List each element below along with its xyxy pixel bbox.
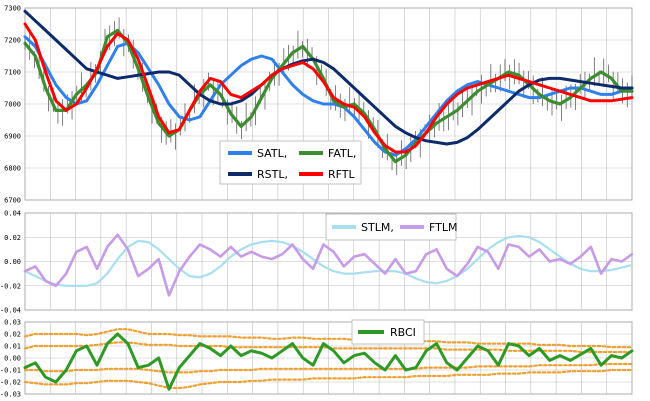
series-band-outer-lower bbox=[23, 368, 634, 390]
y-tick-label: 7200 bbox=[4, 37, 21, 45]
y-tick-label: 7000 bbox=[4, 101, 21, 109]
y-tick-label: 7100 bbox=[4, 69, 21, 77]
legend-label-fatl: FATL, bbox=[328, 147, 356, 160]
y-tick-label: -0.02 bbox=[0, 282, 21, 290]
price-legend-box bbox=[219, 140, 362, 185]
y-tick-label: 7300 bbox=[4, 5, 21, 13]
y-tick-label: 0.00 bbox=[4, 258, 21, 266]
legend-label-stlm: STLM, bbox=[361, 221, 394, 234]
y-tick-label: -0.02 bbox=[0, 379, 21, 387]
y-tick-label: 6900 bbox=[4, 133, 21, 141]
y-tick-label: 0.00 bbox=[4, 355, 21, 363]
y-tick-label: 6700 bbox=[4, 197, 21, 205]
legend-label-rftl: RFTL bbox=[328, 168, 355, 181]
legend-label-rbci: RBCI bbox=[390, 326, 416, 339]
series-rbci bbox=[23, 332, 634, 391]
legend-label-rstl: RSTL, bbox=[257, 168, 288, 181]
legend-label-ftlm: FTLM bbox=[429, 221, 457, 234]
series-satl bbox=[23, 35, 634, 157]
y-tick-label: 0.04 bbox=[4, 210, 21, 218]
stlm-ftlm-panel: 0.04 0.02 0.00 -0.02 -0.04 bbox=[0, 210, 634, 315]
series-rftl bbox=[23, 22, 634, 154]
y-tick-label: 0.03 bbox=[4, 319, 21, 327]
rbci-panel: 0.03 0.02 0.01 0.00 -0.01 -0.02 -0.03 bbox=[0, 319, 634, 399]
y-tick-label: 0.02 bbox=[4, 331, 21, 339]
series-rstl bbox=[23, 9, 634, 146]
y-tick-label: 6800 bbox=[4, 165, 21, 173]
stlm-ftlm-legend: STLM, FTLM bbox=[325, 213, 457, 241]
y-tick-label: -0.01 bbox=[0, 367, 21, 375]
series-band-outer-upper bbox=[23, 328, 634, 349]
series-band-inner-lower bbox=[23, 362, 634, 374]
legend-label-satl: SATL, bbox=[257, 147, 287, 160]
y-tick-label: -0.03 bbox=[0, 391, 21, 399]
price-panel: 7300 7200 7100 7000 6900 6800 6700 bbox=[4, 5, 634, 205]
y-tick-label: -0.04 bbox=[0, 307, 21, 315]
y-tick-label: 0.01 bbox=[4, 343, 21, 351]
series-ftlm bbox=[23, 233, 634, 297]
rbci-legend: RBCI bbox=[351, 319, 425, 345]
y-tick-label: 0.02 bbox=[4, 234, 21, 242]
price-legend: SATL, FATL, RSTL, RFTL bbox=[219, 140, 362, 185]
